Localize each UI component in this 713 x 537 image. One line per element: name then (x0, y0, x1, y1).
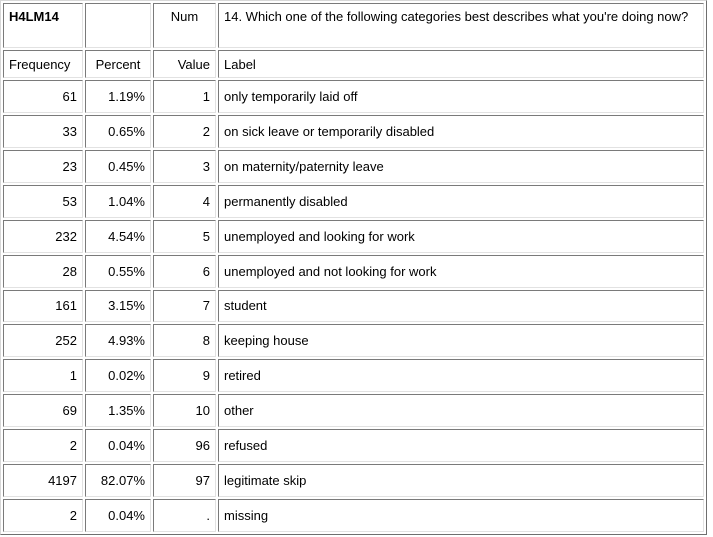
percent-cell: 4.54% (85, 219, 151, 253)
percent-cell: 3.15% (85, 289, 151, 323)
frequency-cell: 28 (3, 254, 83, 288)
label-column-header: Label (218, 50, 704, 78)
percent-cell: 0.55% (85, 254, 151, 288)
frequency-cell: 53 (3, 184, 83, 218)
percent-cell: 0.02% (85, 359, 151, 393)
empty-header-cell (85, 3, 151, 48)
label-cell: on sick leave or temporarily disabled (218, 114, 704, 148)
label-cell: unemployed and looking for work (218, 219, 704, 253)
percent-cell: 0.04% (85, 429, 151, 463)
variable-name: H4LM14 (3, 3, 83, 48)
value-cell: 7 (153, 289, 216, 323)
label-cell: retired (218, 359, 704, 393)
frequency-cell: 232 (3, 219, 83, 253)
frequency-cell: 69 (3, 394, 83, 428)
frequency-cell: 161 (3, 289, 83, 323)
num-header: Num (153, 3, 216, 48)
table-row: 69 1.35% 10 other (3, 394, 704, 428)
percent-cell: 1.35% (85, 394, 151, 428)
label-cell: keeping house (218, 324, 704, 358)
percent-cell: 0.45% (85, 149, 151, 183)
label-cell: missing (218, 499, 704, 532)
percent-cell: 0.04% (85, 499, 151, 532)
label-cell: other (218, 394, 704, 428)
percent-column-header: Percent (85, 50, 151, 78)
value-cell: . (153, 499, 216, 532)
label-cell: legitimate skip (218, 464, 704, 498)
value-cell: 1 (153, 80, 216, 113)
percent-cell: 4.93% (85, 324, 151, 358)
value-cell: 4 (153, 184, 216, 218)
frequency-column-header: Frequency (3, 50, 83, 78)
frequency-cell: 2 (3, 429, 83, 463)
value-cell: 96 (153, 429, 216, 463)
value-cell: 3 (153, 149, 216, 183)
variable-header-row: H4LM14 Num 14. Which one of the followin… (3, 3, 704, 48)
value-cell: 2 (153, 114, 216, 148)
value-cell: 6 (153, 254, 216, 288)
label-cell: only temporarily laid off (218, 80, 704, 113)
value-cell: 9 (153, 359, 216, 393)
value-cell: 10 (153, 394, 216, 428)
percent-cell: 1.04% (85, 184, 151, 218)
table-row: 252 4.93% 8 keeping house (3, 324, 704, 358)
label-cell: student (218, 289, 704, 323)
table-row: 23 0.45% 3 on maternity/paternity leave (3, 149, 704, 183)
table-row: 1 0.02% 9 retired (3, 359, 704, 393)
table-row: 4197 82.07% 97 legitimate skip (3, 464, 704, 498)
value-cell: 8 (153, 324, 216, 358)
frequency-cell: 252 (3, 324, 83, 358)
percent-cell: 1.19% (85, 80, 151, 113)
question-text: 14. Which one of the following categorie… (218, 3, 704, 48)
percent-cell: 0.65% (85, 114, 151, 148)
value-cell: 97 (153, 464, 216, 498)
table-row: 2 0.04% 96 refused (3, 429, 704, 463)
table-row: 53 1.04% 4 permanently disabled (3, 184, 704, 218)
frequency-cell: 4197 (3, 464, 83, 498)
label-cell: on maternity/paternity leave (218, 149, 704, 183)
table-row: 232 4.54% 5 unemployed and looking for work (3, 219, 704, 253)
frequency-cell: 23 (3, 149, 83, 183)
frequency-cell: 1 (3, 359, 83, 393)
column-header-row: Frequency Percent Value Label (3, 50, 704, 78)
value-cell: 5 (153, 219, 216, 253)
table-row: 161 3.15% 7 student (3, 289, 704, 323)
label-cell: unemployed and not looking for work (218, 254, 704, 288)
frequency-cell: 61 (3, 80, 83, 113)
frequency-cell: 2 (3, 499, 83, 532)
table-row: 33 0.65% 2 on sick leave or temporarily dis… (3, 114, 704, 148)
label-cell: permanently disabled (218, 184, 704, 218)
table-row: 28 0.55% 6 unemployed and not looking for w… (3, 254, 704, 288)
value-column-header: Value (153, 50, 216, 78)
percent-cell: 82.07% (85, 464, 151, 498)
table-row: 61 1.19% 1 only temporarily laid off (3, 80, 704, 113)
frequency-cell: 33 (3, 114, 83, 148)
table-row: 2 0.04%. missing (3, 499, 704, 532)
label-cell: refused (218, 429, 704, 463)
